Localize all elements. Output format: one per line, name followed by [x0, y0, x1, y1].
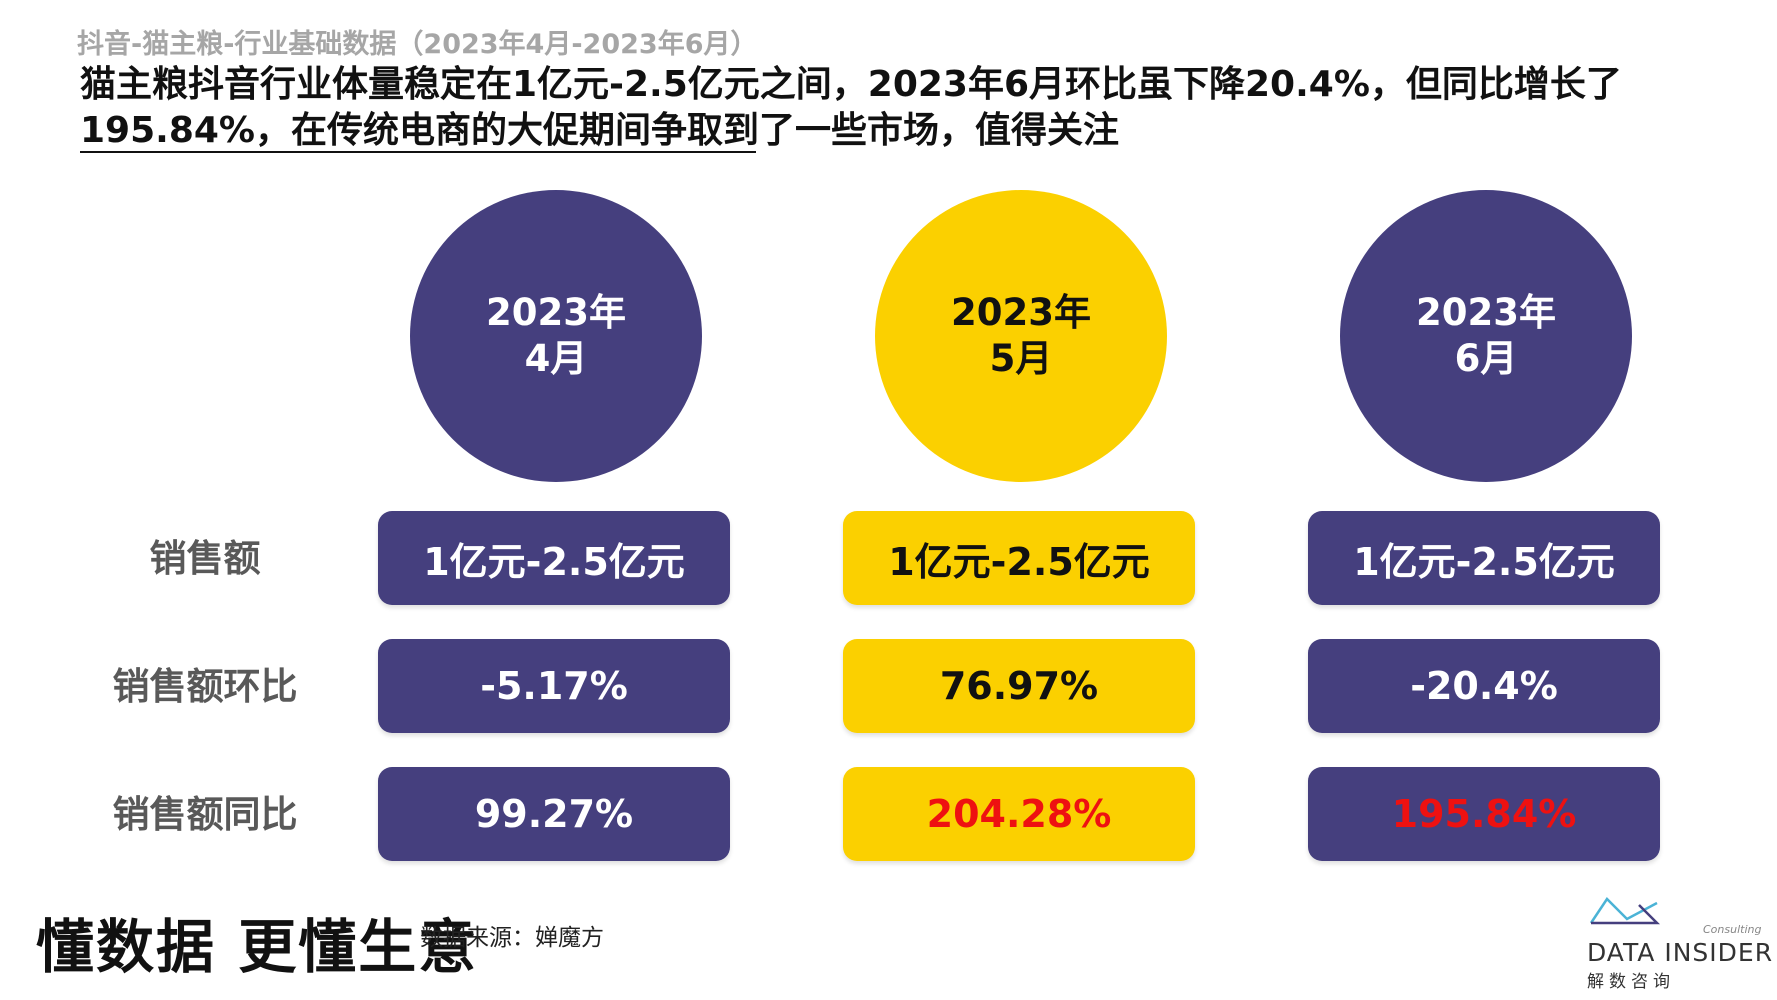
row-label-mom: 销售额环比	[112, 665, 298, 708]
logo-consulting: Consulting	[1703, 923, 1762, 936]
row-label-sales: 销售额	[149, 537, 261, 580]
mom-cell-apr: -5.17%	[378, 639, 730, 733]
headline-underline	[80, 151, 756, 153]
page-headline: 猫主粮抖音行业体量稳定在1亿元-2.5亿元之间，2023年6月环比虽下降20.4…	[80, 64, 1622, 151]
logo-text: DATA INSIDER	[1587, 938, 1774, 967]
breadcrumb: 抖音-猫主粮-行业基础数据（2023年4月-2023年6月）	[77, 29, 758, 60]
footer-slogan: 懂数据 更懂生意	[36, 913, 479, 981]
yoy-cell-may: 204.28%	[843, 767, 1195, 861]
month-circle-year: 2023年	[486, 291, 626, 334]
data-source: 数据来源：婵魔方	[420, 925, 604, 951]
yoy-cell-apr: 99.27%	[378, 767, 730, 861]
month-circle-month: 4月	[524, 337, 588, 380]
month-circle-year: 2023年	[951, 291, 1091, 334]
sales-cell-jun: 1亿元-2.5亿元	[1308, 511, 1660, 605]
month-circle-month: 5月	[989, 337, 1053, 380]
data-insider-logo: Consulting DATA INSIDER 解数咨询	[1587, 893, 1772, 992]
logo-mark-icon	[1589, 897, 1661, 925]
month-circle-year: 2023年	[1416, 291, 1556, 334]
month-circle-apr: 2023年 4月	[410, 190, 702, 482]
mom-cell-may: 76.97%	[843, 639, 1195, 733]
sales-cell-may: 1亿元-2.5亿元	[843, 511, 1195, 605]
sales-cell-apr: 1亿元-2.5亿元	[378, 511, 730, 605]
logo-subtext: 解数咨询	[1587, 972, 1675, 992]
month-circle-jun: 2023年 6月	[1340, 190, 1632, 482]
yoy-cell-jun: 195.84%	[1308, 767, 1660, 861]
row-label-yoy: 销售额同比	[112, 793, 298, 836]
mom-cell-jun: -20.4%	[1308, 639, 1660, 733]
month-circle-may: 2023年 5月	[875, 190, 1167, 482]
month-circle-month: 6月	[1454, 337, 1518, 380]
